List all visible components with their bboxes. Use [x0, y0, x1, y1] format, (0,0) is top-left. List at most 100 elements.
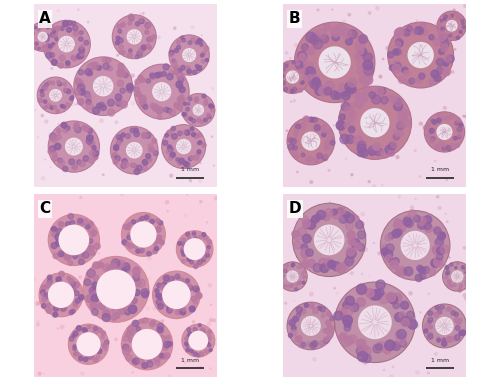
Circle shape	[102, 174, 104, 176]
Circle shape	[38, 32, 48, 42]
Circle shape	[132, 320, 138, 327]
Circle shape	[341, 102, 349, 111]
Circle shape	[204, 350, 208, 353]
Circle shape	[134, 131, 140, 137]
Circle shape	[128, 232, 131, 236]
Circle shape	[315, 87, 324, 95]
Circle shape	[448, 257, 450, 258]
Circle shape	[327, 75, 330, 79]
Circle shape	[184, 130, 190, 135]
Circle shape	[438, 48, 444, 54]
Circle shape	[362, 79, 363, 80]
Circle shape	[358, 48, 366, 56]
Circle shape	[394, 29, 403, 37]
Circle shape	[358, 141, 366, 149]
Circle shape	[167, 306, 172, 310]
Circle shape	[59, 254, 62, 258]
Circle shape	[301, 69, 305, 73]
Circle shape	[202, 59, 205, 63]
Circle shape	[324, 338, 329, 343]
Circle shape	[148, 46, 152, 49]
Circle shape	[176, 73, 183, 79]
Circle shape	[208, 338, 211, 341]
Circle shape	[48, 275, 52, 280]
Circle shape	[388, 22, 454, 88]
Circle shape	[99, 110, 100, 111]
Circle shape	[400, 225, 406, 232]
Circle shape	[325, 338, 326, 339]
Circle shape	[58, 222, 64, 227]
Circle shape	[340, 134, 349, 144]
Circle shape	[441, 116, 446, 120]
Circle shape	[56, 228, 62, 235]
Circle shape	[435, 317, 454, 335]
Circle shape	[292, 203, 366, 277]
Circle shape	[53, 306, 59, 311]
Circle shape	[395, 331, 402, 338]
Circle shape	[311, 80, 322, 90]
Circle shape	[76, 298, 80, 303]
Circle shape	[397, 122, 404, 130]
Circle shape	[142, 363, 148, 368]
Circle shape	[160, 354, 164, 358]
Circle shape	[65, 126, 70, 131]
Circle shape	[115, 338, 117, 341]
Circle shape	[434, 55, 437, 57]
Circle shape	[37, 77, 74, 114]
Circle shape	[66, 63, 70, 67]
Circle shape	[375, 133, 378, 136]
Circle shape	[464, 247, 466, 249]
Circle shape	[301, 316, 321, 336]
Circle shape	[132, 359, 136, 363]
Circle shape	[354, 108, 357, 110]
Circle shape	[186, 107, 190, 111]
Circle shape	[386, 343, 394, 351]
Circle shape	[212, 87, 214, 90]
Circle shape	[207, 245, 210, 249]
Text: 1 mm: 1 mm	[431, 357, 449, 363]
Circle shape	[134, 169, 140, 174]
Circle shape	[363, 86, 372, 95]
Circle shape	[30, 29, 34, 32]
Circle shape	[60, 306, 65, 312]
Circle shape	[126, 83, 134, 91]
Circle shape	[440, 19, 443, 22]
Circle shape	[345, 214, 354, 223]
Circle shape	[308, 47, 315, 55]
Circle shape	[404, 70, 409, 76]
Circle shape	[301, 153, 305, 157]
Circle shape	[450, 263, 453, 266]
Circle shape	[63, 110, 65, 112]
Circle shape	[168, 147, 173, 152]
Circle shape	[59, 271, 64, 277]
Circle shape	[202, 120, 205, 123]
Circle shape	[369, 149, 375, 155]
Circle shape	[41, 285, 46, 290]
Circle shape	[306, 249, 314, 256]
Circle shape	[292, 87, 297, 91]
Circle shape	[391, 142, 397, 148]
Circle shape	[118, 80, 124, 86]
Circle shape	[354, 243, 361, 250]
Circle shape	[450, 144, 456, 149]
Circle shape	[82, 219, 88, 225]
Circle shape	[452, 336, 456, 341]
Circle shape	[182, 130, 186, 134]
Circle shape	[124, 73, 128, 78]
Circle shape	[385, 255, 392, 262]
Circle shape	[441, 44, 448, 51]
Circle shape	[48, 279, 52, 283]
Circle shape	[330, 316, 334, 320]
Circle shape	[155, 289, 159, 293]
Circle shape	[312, 308, 318, 314]
Circle shape	[282, 269, 286, 272]
Circle shape	[186, 194, 188, 195]
Circle shape	[302, 81, 304, 84]
Circle shape	[318, 306, 322, 311]
Circle shape	[348, 30, 357, 39]
Circle shape	[121, 133, 125, 137]
Circle shape	[188, 284, 192, 288]
Circle shape	[444, 275, 448, 279]
Circle shape	[444, 106, 446, 109]
Circle shape	[386, 46, 389, 50]
